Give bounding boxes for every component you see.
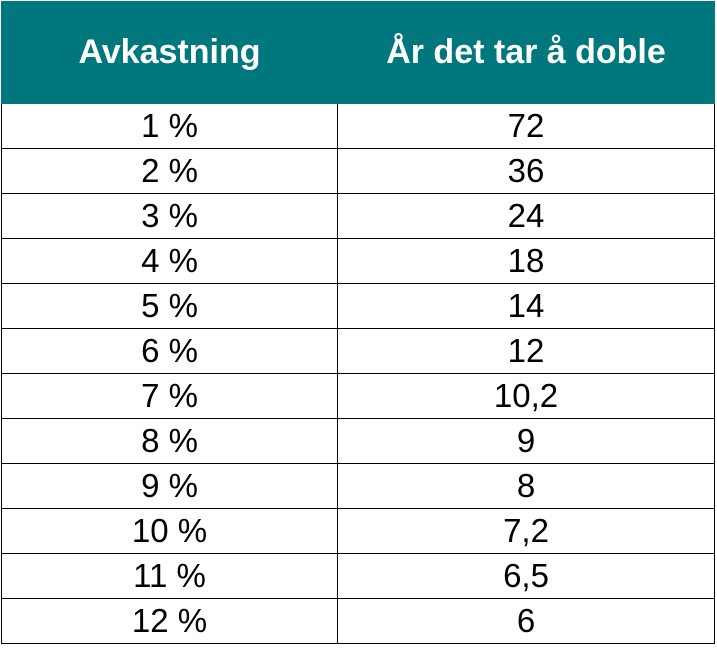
table-cell: 6	[337, 598, 715, 644]
table-cell: 4 %	[1, 238, 338, 284]
table-cell: 9	[337, 418, 715, 464]
table-row: 10 % 7,2	[1, 508, 715, 554]
header-row: Avkastning År det tar å doble	[1, 1, 715, 104]
table-cell: 72	[337, 103, 715, 149]
table-row: 2 % 36	[1, 148, 715, 194]
table-cell: 7,2	[337, 508, 715, 554]
table-cell: 6,5	[337, 553, 715, 599]
table-cell: 1 %	[1, 103, 338, 149]
table-row: 7 % 10,2	[1, 373, 715, 419]
header-cell: Avkastning	[1, 1, 338, 104]
table-cell: 6 %	[1, 328, 338, 374]
table-row: 5 % 14	[1, 283, 715, 329]
table-header: Avkastning År det tar å doble	[1, 1, 715, 104]
table-row: 6 % 12	[1, 328, 715, 374]
table-cell: 24	[337, 193, 715, 239]
table-row: 12 % 6	[1, 598, 715, 644]
table-cell: 3 %	[1, 193, 338, 239]
table-cell: 10 %	[1, 508, 338, 554]
doubling-table: Avkastning År det tar å doble 1 % 72 2 % 36 3…	[1, 1, 715, 644]
table-cell: 8 %	[1, 418, 338, 464]
table-cell: 9 %	[1, 463, 338, 509]
table-cell: 36	[337, 148, 715, 194]
table-cell: 5 %	[1, 283, 338, 329]
header-cell: År det tar å doble	[337, 1, 715, 104]
table-cell: 10,2	[337, 373, 715, 419]
table-body: 1 % 72 2 % 36 3 % 24 4 % 18 5 % 14 6 % 12 7 % 10,2 8 %…	[1, 103, 715, 644]
table-cell: 12 %	[1, 598, 338, 644]
table-row: 1 % 72	[1, 103, 715, 149]
table-row: 3 % 24	[1, 193, 715, 239]
table-cell: 8	[337, 463, 715, 509]
table-cell: 7 %	[1, 373, 338, 419]
table-cell: 2 %	[1, 148, 338, 194]
table-row: 11 % 6,5	[1, 553, 715, 599]
table-row: 8 % 9	[1, 418, 715, 464]
table-cell: 14	[337, 283, 715, 329]
table-cell: 11 %	[1, 553, 338, 599]
table-row: 9 % 8	[1, 463, 715, 509]
table-cell: 18	[337, 238, 715, 284]
table-cell: 12	[337, 328, 715, 374]
table-row: 4 % 18	[1, 238, 715, 284]
